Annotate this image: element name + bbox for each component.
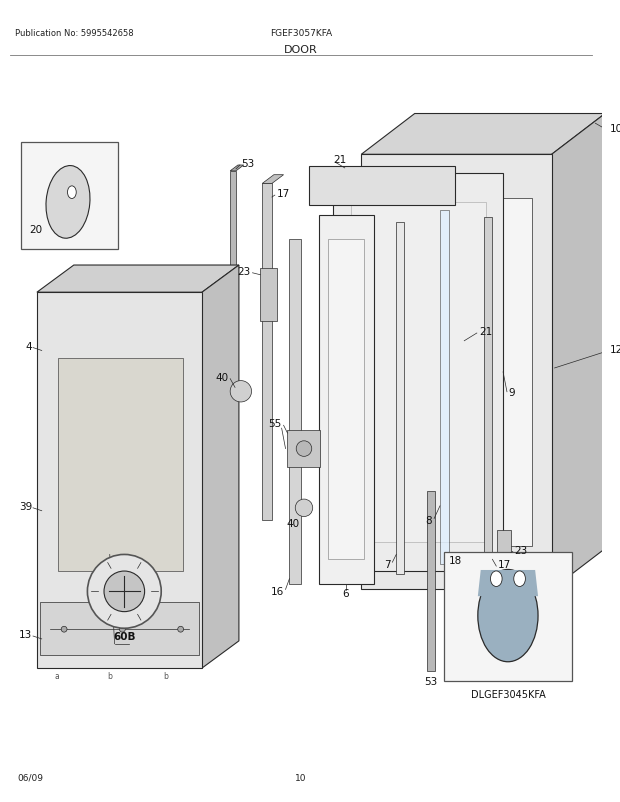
Text: 55: 55 bbox=[268, 419, 281, 429]
Circle shape bbox=[230, 381, 252, 403]
Text: 21: 21 bbox=[333, 155, 347, 165]
Text: 8: 8 bbox=[425, 516, 432, 526]
Polygon shape bbox=[484, 218, 492, 565]
Text: b: b bbox=[107, 671, 112, 680]
Text: 10: 10 bbox=[610, 124, 620, 134]
Text: 13: 13 bbox=[19, 630, 32, 639]
Ellipse shape bbox=[514, 571, 525, 587]
Polygon shape bbox=[40, 602, 199, 655]
Ellipse shape bbox=[490, 571, 502, 587]
Text: Publication No: 5995542658: Publication No: 5995542658 bbox=[14, 29, 133, 38]
Circle shape bbox=[295, 500, 312, 517]
Text: 40: 40 bbox=[215, 372, 228, 383]
Polygon shape bbox=[288, 431, 321, 468]
Polygon shape bbox=[230, 166, 244, 172]
Polygon shape bbox=[497, 530, 511, 574]
Polygon shape bbox=[319, 215, 374, 584]
Text: 21: 21 bbox=[479, 326, 492, 337]
Polygon shape bbox=[290, 240, 301, 584]
Text: 06/09: 06/09 bbox=[17, 773, 43, 782]
Polygon shape bbox=[262, 184, 272, 520]
Ellipse shape bbox=[68, 187, 76, 199]
Ellipse shape bbox=[478, 569, 538, 662]
Text: 18: 18 bbox=[449, 556, 462, 565]
Polygon shape bbox=[328, 240, 364, 560]
Bar bbox=[444, 553, 572, 681]
Text: b: b bbox=[163, 671, 168, 680]
Text: 12: 12 bbox=[610, 344, 620, 354]
Polygon shape bbox=[552, 115, 605, 589]
Polygon shape bbox=[260, 269, 277, 322]
Polygon shape bbox=[37, 265, 239, 293]
Polygon shape bbox=[440, 210, 449, 565]
Circle shape bbox=[178, 626, 184, 632]
Text: a: a bbox=[55, 671, 59, 680]
Text: 23: 23 bbox=[237, 266, 250, 277]
Text: 6: 6 bbox=[342, 589, 349, 598]
Text: 40: 40 bbox=[286, 519, 300, 529]
Polygon shape bbox=[202, 265, 239, 668]
Ellipse shape bbox=[46, 166, 90, 239]
Polygon shape bbox=[309, 167, 454, 205]
Text: DOOR: DOOR bbox=[284, 45, 318, 55]
Polygon shape bbox=[361, 155, 552, 589]
Text: 16: 16 bbox=[270, 586, 283, 597]
Polygon shape bbox=[361, 115, 605, 155]
Text: 53: 53 bbox=[241, 159, 254, 169]
Text: 7: 7 bbox=[384, 560, 391, 569]
Text: 17: 17 bbox=[498, 560, 511, 569]
Polygon shape bbox=[396, 223, 404, 574]
Circle shape bbox=[120, 626, 125, 632]
Polygon shape bbox=[58, 358, 182, 571]
Text: 20: 20 bbox=[29, 225, 42, 235]
Polygon shape bbox=[333, 173, 503, 571]
Text: DLGEF3045KFA: DLGEF3045KFA bbox=[471, 690, 546, 699]
Circle shape bbox=[61, 626, 67, 632]
Text: 53: 53 bbox=[425, 676, 438, 686]
Bar bbox=[21, 143, 118, 249]
Text: 23: 23 bbox=[515, 545, 528, 555]
Text: 39: 39 bbox=[19, 501, 32, 511]
Text: 9: 9 bbox=[508, 387, 515, 397]
Circle shape bbox=[87, 555, 161, 629]
Text: 60B: 60B bbox=[113, 631, 136, 642]
Polygon shape bbox=[478, 570, 538, 597]
Polygon shape bbox=[230, 172, 236, 642]
Polygon shape bbox=[262, 176, 283, 184]
Circle shape bbox=[104, 571, 144, 612]
Text: 17: 17 bbox=[277, 189, 290, 199]
Polygon shape bbox=[427, 492, 435, 671]
Text: FGEF3057KFA: FGEF3057KFA bbox=[270, 29, 332, 38]
Polygon shape bbox=[381, 199, 532, 546]
Polygon shape bbox=[37, 293, 202, 668]
Circle shape bbox=[296, 441, 312, 457]
Text: 10: 10 bbox=[295, 773, 307, 782]
Polygon shape bbox=[350, 203, 485, 542]
Text: 4: 4 bbox=[25, 341, 32, 351]
